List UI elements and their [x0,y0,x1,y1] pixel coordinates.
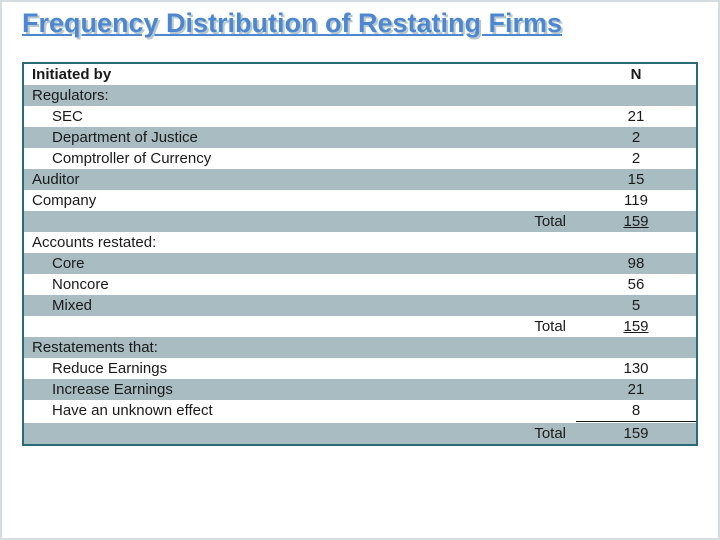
row-label: SEC [24,106,576,127]
table-row: Increase Earnings 21 [24,379,696,400]
heading-label: Restatements that: [24,337,576,358]
slide-title: Frequency Distribution of Restating Firm… [22,8,698,52]
section-heading: Regulators: [24,85,696,106]
total-label: Total [24,316,576,337]
total-row: Total 159 [24,316,696,337]
row-label: Have an unknown effect [24,400,576,421]
table-row: Company 119 [24,190,696,211]
section-heading: Restatements that: [24,337,696,358]
row-label: Noncore [24,274,576,295]
row-value: 21 [576,106,696,127]
total-value: 159 [576,423,696,444]
table-row: Noncore 56 [24,274,696,295]
row-label: Core [24,253,576,274]
table-row: Department of Justice 2 [24,127,696,148]
total-value: 159 [576,316,696,337]
heading-label: Accounts restated: [24,232,576,253]
table-row: Have an unknown effect 8 [24,400,696,421]
row-label: Company [24,190,576,211]
total-label: Total [24,211,576,232]
row-value: 15 [576,169,696,190]
table-row: Core 98 [24,253,696,274]
table-row: SEC 21 [24,106,696,127]
row-value: 119 [576,190,696,211]
total-value: 159 [576,211,696,232]
row-label: Comptroller of Currency [24,148,576,169]
row-value: 2 [576,127,696,148]
section-heading: Accounts restated: [24,232,696,253]
header-n: N [576,64,696,85]
slide: Frequency Distribution of Restating Firm… [0,0,720,540]
row-value: 21 [576,379,696,400]
table-header-row: Initiated by N [24,64,696,85]
row-label: Mixed [24,295,576,316]
row-value: 130 [576,358,696,379]
row-value: 2 [576,148,696,169]
header-initiated-by: Initiated by [24,64,576,85]
row-label: Department of Justice [24,127,576,148]
total-row: Total 159 [24,423,696,444]
slide-title-main: Frequency Distribution of Restating Firm… [22,8,562,39]
heading-value [576,85,696,106]
table-row: Mixed 5 [24,295,696,316]
row-value: 8 [576,400,696,421]
row-label: Increase Earnings [24,379,576,400]
row-value: 98 [576,253,696,274]
heading-value [576,232,696,253]
row-label: Auditor [24,169,576,190]
total-label: Total [24,423,576,444]
row-value: 5 [576,295,696,316]
frequency-table-frame: Initiated by N Regulators: SEC 21 Depart… [22,62,698,446]
total-row: Total 159 [24,211,696,232]
table-row: Auditor 15 [24,169,696,190]
table-row: Comptroller of Currency 2 [24,148,696,169]
table-row: Reduce Earnings 130 [24,358,696,379]
heading-value [576,337,696,358]
row-value: 56 [576,274,696,295]
frequency-table: Initiated by N Regulators: SEC 21 Depart… [24,64,696,444]
heading-label: Regulators: [24,85,576,106]
row-label: Reduce Earnings [24,358,576,379]
